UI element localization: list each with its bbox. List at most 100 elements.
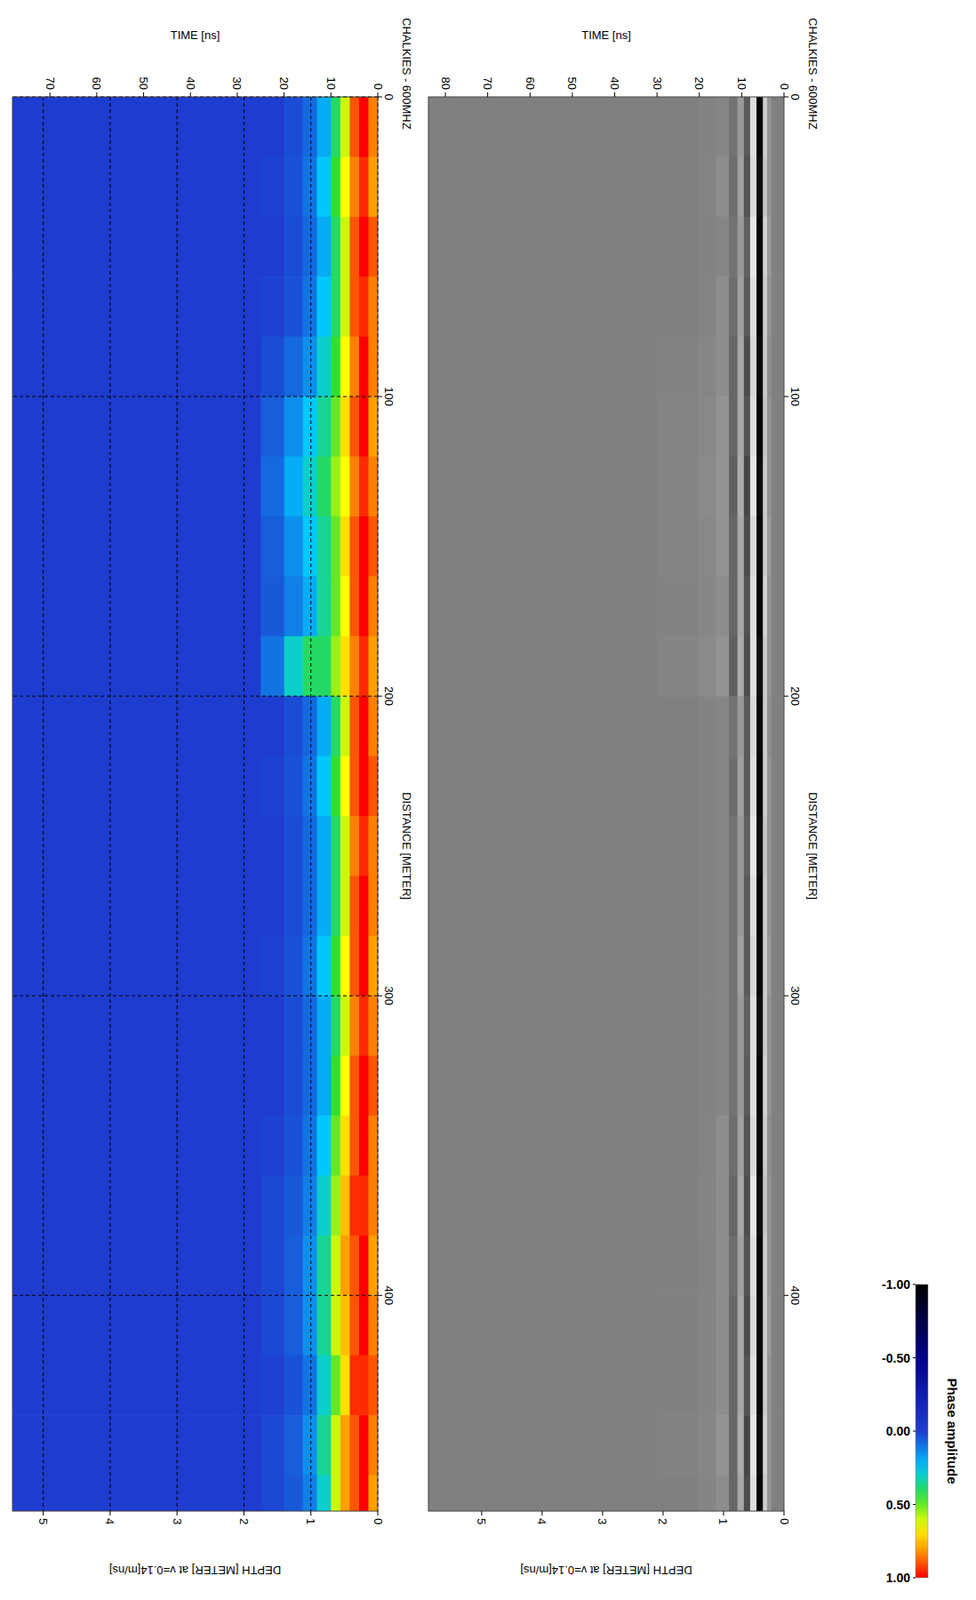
cell	[428, 216, 657, 278]
cell	[715, 276, 729, 337]
cell	[12, 636, 191, 697]
rotated-figure: 0100200300400CHALKIES - 600MHZDISTANCE […	[11, 17, 820, 1577]
cell	[190, 516, 238, 577]
cell	[770, 1175, 784, 1236]
y2-tick	[722, 1511, 724, 1516]
cell	[428, 96, 657, 158]
cell	[749, 696, 757, 757]
cell	[755, 576, 763, 637]
cell	[190, 156, 238, 217]
y2-tick	[176, 1511, 178, 1516]
cell	[755, 1475, 763, 1512]
cell	[302, 1235, 317, 1296]
cell	[762, 995, 768, 1056]
colorbar-tick	[912, 1504, 916, 1505]
cell	[316, 1115, 331, 1176]
y2-tick-label: 5	[474, 1518, 488, 1525]
cell	[766, 216, 771, 278]
cell	[236, 96, 261, 158]
cell	[236, 276, 261, 337]
cell	[770, 816, 784, 877]
cell	[260, 1355, 285, 1416]
x-tick-label: 400	[382, 1285, 396, 1305]
cell	[283, 396, 304, 457]
x-tick	[377, 1295, 383, 1296]
cell	[302, 636, 317, 697]
cell	[358, 216, 368, 278]
cell	[316, 576, 331, 637]
cell	[368, 1355, 378, 1416]
cell	[368, 1235, 378, 1296]
cell	[715, 396, 729, 457]
y2-tick	[541, 1511, 543, 1516]
cell	[656, 936, 700, 997]
cell	[770, 576, 784, 637]
cells	[428, 96, 784, 1512]
cell	[12, 96, 191, 158]
cell	[770, 456, 784, 517]
y-axis-title: TIME [ns]	[170, 28, 221, 42]
cell	[755, 1295, 763, 1356]
cell	[316, 336, 331, 398]
cell	[260, 96, 285, 158]
x-tick	[784, 995, 789, 997]
cell	[743, 516, 751, 577]
x-tick-label: 0	[788, 93, 802, 100]
colorbar-tick	[912, 1431, 916, 1432]
cell	[302, 816, 317, 877]
cell	[316, 456, 331, 517]
cell	[330, 516, 341, 577]
cell	[339, 516, 350, 577]
cell	[755, 396, 763, 457]
cell	[755, 276, 763, 337]
cell	[339, 1355, 350, 1416]
cell	[260, 995, 285, 1056]
cell	[358, 576, 368, 637]
cell	[728, 1235, 737, 1296]
cell	[339, 336, 350, 398]
cell	[428, 1115, 657, 1176]
cell	[316, 1175, 331, 1236]
cell	[770, 636, 784, 697]
cell	[766, 1175, 771, 1236]
cell	[302, 696, 317, 757]
cell	[316, 276, 331, 337]
y-tick	[49, 92, 51, 97]
cell	[766, 1235, 771, 1296]
cell	[755, 936, 763, 997]
cell	[12, 336, 191, 398]
cell	[358, 1115, 368, 1176]
cell	[428, 995, 657, 1056]
cell	[12, 1415, 191, 1476]
cell	[743, 1115, 751, 1176]
cell	[260, 516, 285, 577]
y2-axis-title: DEPTH [METER] at v=0.14[m/ns]	[109, 1563, 281, 1577]
cell	[766, 816, 771, 877]
cell	[349, 875, 360, 936]
cell	[283, 875, 304, 936]
cell	[715, 1475, 729, 1512]
cell	[260, 1415, 285, 1476]
cell	[283, 276, 304, 337]
cell	[12, 276, 191, 337]
cell	[755, 456, 763, 517]
cell	[316, 96, 331, 158]
cell	[302, 456, 317, 517]
cell	[766, 396, 771, 457]
cell	[736, 96, 744, 158]
cell	[770, 1475, 784, 1512]
cell	[762, 576, 768, 637]
cell	[715, 936, 729, 997]
cell	[755, 756, 763, 817]
cell	[656, 1295, 700, 1356]
cell	[368, 936, 378, 997]
cell	[349, 336, 360, 398]
cell	[656, 396, 700, 457]
cell	[766, 696, 771, 757]
cell	[339, 1475, 350, 1512]
cell	[762, 696, 768, 757]
cell	[349, 1355, 360, 1416]
cell	[12, 456, 191, 517]
x-tick-label: 400	[788, 1285, 802, 1305]
cell	[316, 156, 331, 217]
